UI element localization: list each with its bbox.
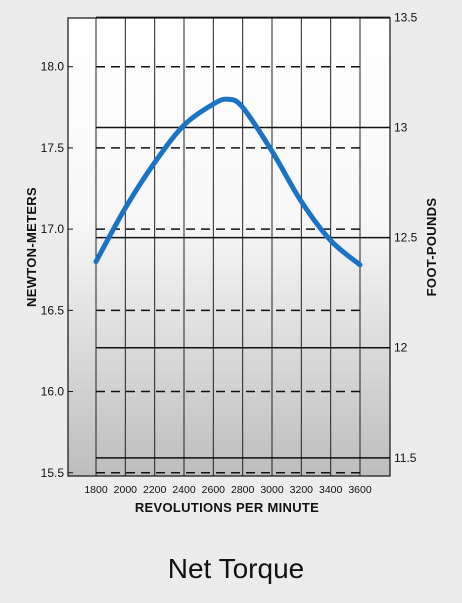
x-tick-label-1: 2000	[114, 484, 138, 496]
y-tick-label-right-3: 13	[394, 121, 408, 135]
y-tick-label-right-1: 12	[394, 341, 408, 355]
x-tick-label-2: 2200	[143, 484, 167, 496]
y-tick-label-right-0: 11.5	[394, 451, 417, 465]
y-tick-label-left-0: 15.5	[41, 466, 65, 480]
tick-layer: 15.5 16.0 16.5 17.0 17.5 18.0 11.5 12 12.5 13 13.5…	[41, 10, 418, 496]
x-tick-label-7: 3200	[290, 484, 314, 496]
series-line-0	[93, 96, 363, 268]
x-tick-label-0: 1800	[84, 484, 108, 496]
y-axis-title-left: NEWTON-METERS	[24, 187, 39, 307]
y-tick-label-right-4: 13.5	[394, 10, 418, 24]
x-tick-label-5: 2800	[231, 484, 255, 496]
y-tick-label-left-2: 16.5	[41, 303, 65, 317]
y-tick-label-left-1: 16.0	[41, 385, 65, 399]
y-tick-label-left-4: 17.5	[41, 141, 65, 155]
x-axis-title: REVOLUTIONS PER MINUTE	[135, 500, 319, 515]
y-axis-title-right: FOOT-POUNDS	[424, 198, 439, 297]
plot-area	[67, 17, 391, 477]
x-tick-label-6: 3000	[260, 484, 284, 496]
x-tick-label-4: 2600	[202, 484, 226, 496]
x-tick-label-9: 3600	[348, 484, 372, 496]
y-tick-label-left-5: 18.0	[41, 60, 65, 74]
grid-layer	[95, 16, 390, 476]
x-tick-label-8: 3400	[319, 484, 343, 496]
series-layer	[93, 96, 363, 268]
x-tick-label-3: 2400	[172, 484, 196, 496]
chart-title: Net Torque	[168, 553, 304, 584]
y-tick-label-left-3: 17.0	[41, 222, 65, 236]
y-tick-label-right-2: 12.5	[394, 231, 418, 245]
